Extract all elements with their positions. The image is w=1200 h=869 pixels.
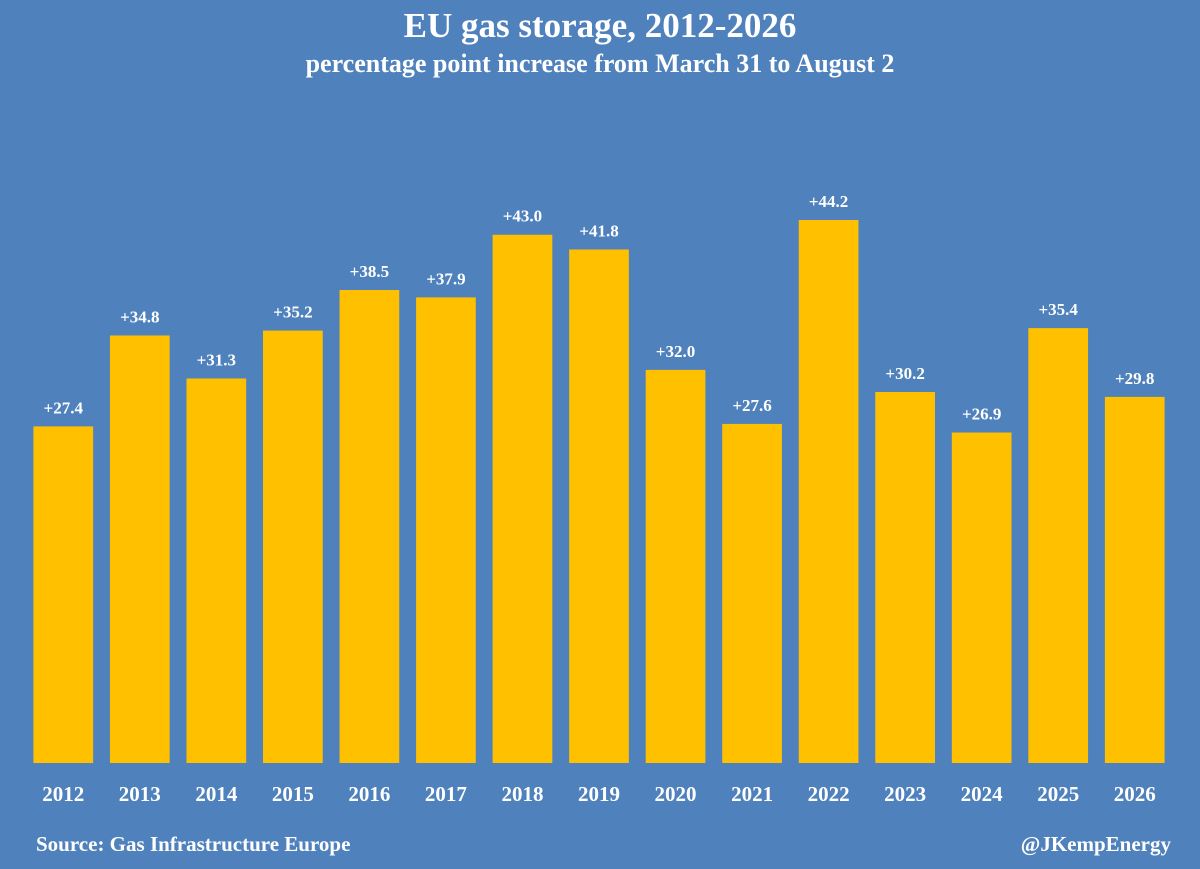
bar-2020 (645, 369, 706, 763)
data-label-2021: +27.6 (732, 396, 771, 415)
x-tick-label-2025: 2025 (1037, 782, 1079, 806)
bar-2019 (569, 249, 629, 764)
bars-group (33, 220, 1165, 764)
x-tick-label-2023: 2023 (884, 782, 926, 806)
data-label-2013: +34.8 (120, 307, 159, 326)
x-tick-label-2024: 2024 (961, 782, 1004, 806)
bar-2016 (339, 290, 400, 763)
bar-2024 (951, 432, 1012, 763)
x-tick-label-2016: 2016 (348, 782, 390, 806)
bar-2014 (186, 378, 247, 763)
data-label-2026: +29.8 (1115, 369, 1154, 388)
bar-2015 (263, 330, 323, 763)
author-credit: @JKempEnergy (1020, 832, 1171, 856)
data-label-2012: +27.4 (44, 398, 84, 417)
data-label-2023: +30.2 (885, 364, 924, 383)
x-tick-label-2020: 2020 (655, 782, 697, 806)
bar-2017 (416, 297, 476, 763)
x-tick-labels-group: 2012 2013 2014 2015 2016 2017 2018 2019 2020 2021… (42, 782, 1155, 806)
source-note: Source: Gas Infrastructure Europe (36, 832, 351, 856)
chart-title: EU gas storage, 2012-2026 (403, 6, 797, 45)
data-label-2017: +37.9 (426, 269, 465, 288)
x-tick-label-2026: 2026 (1114, 782, 1156, 806)
bar-2018 (492, 234, 553, 764)
data-label-2016: +38.5 (350, 262, 389, 281)
data-label-2019: +41.8 (579, 221, 618, 240)
data-labels-group: +27.4 +34.8 +31.3 +35.2 +38.5 +37.9 +43.0 +41.8… (44, 192, 1155, 424)
data-label-2015: +35.2 (273, 303, 312, 322)
x-tick-label-2021: 2021 (731, 782, 773, 806)
bar-2025 (1028, 328, 1089, 763)
data-label-2022: +44.2 (809, 192, 848, 211)
data-label-2014: +31.3 (197, 350, 236, 369)
x-tick-label-2022: 2022 (808, 782, 850, 806)
data-label-2018: +43.0 (503, 207, 542, 226)
data-label-2024: +26.9 (962, 405, 1001, 424)
x-tick-label-2019: 2019 (578, 782, 620, 806)
bar-2012 (33, 426, 94, 763)
x-tick-label-2015: 2015 (272, 782, 314, 806)
bar-2026 (1104, 396, 1165, 763)
bar-2023 (875, 391, 935, 763)
x-tick-label-2017: 2017 (425, 782, 467, 806)
bar-2021 (722, 423, 782, 763)
x-tick-label-2018: 2018 (501, 782, 543, 806)
data-label-2025: +35.4 (1038, 300, 1078, 319)
x-tick-label-2013: 2013 (119, 782, 161, 806)
data-label-2020: +32.0 (656, 342, 695, 361)
x-tick-label-2012: 2012 (42, 782, 84, 806)
chart-subtitle: percentage point increase from March 31 … (305, 49, 895, 78)
x-tick-label-2014: 2014 (195, 782, 238, 806)
bar-2022 (798, 220, 859, 763)
bar-2013 (109, 335, 170, 763)
